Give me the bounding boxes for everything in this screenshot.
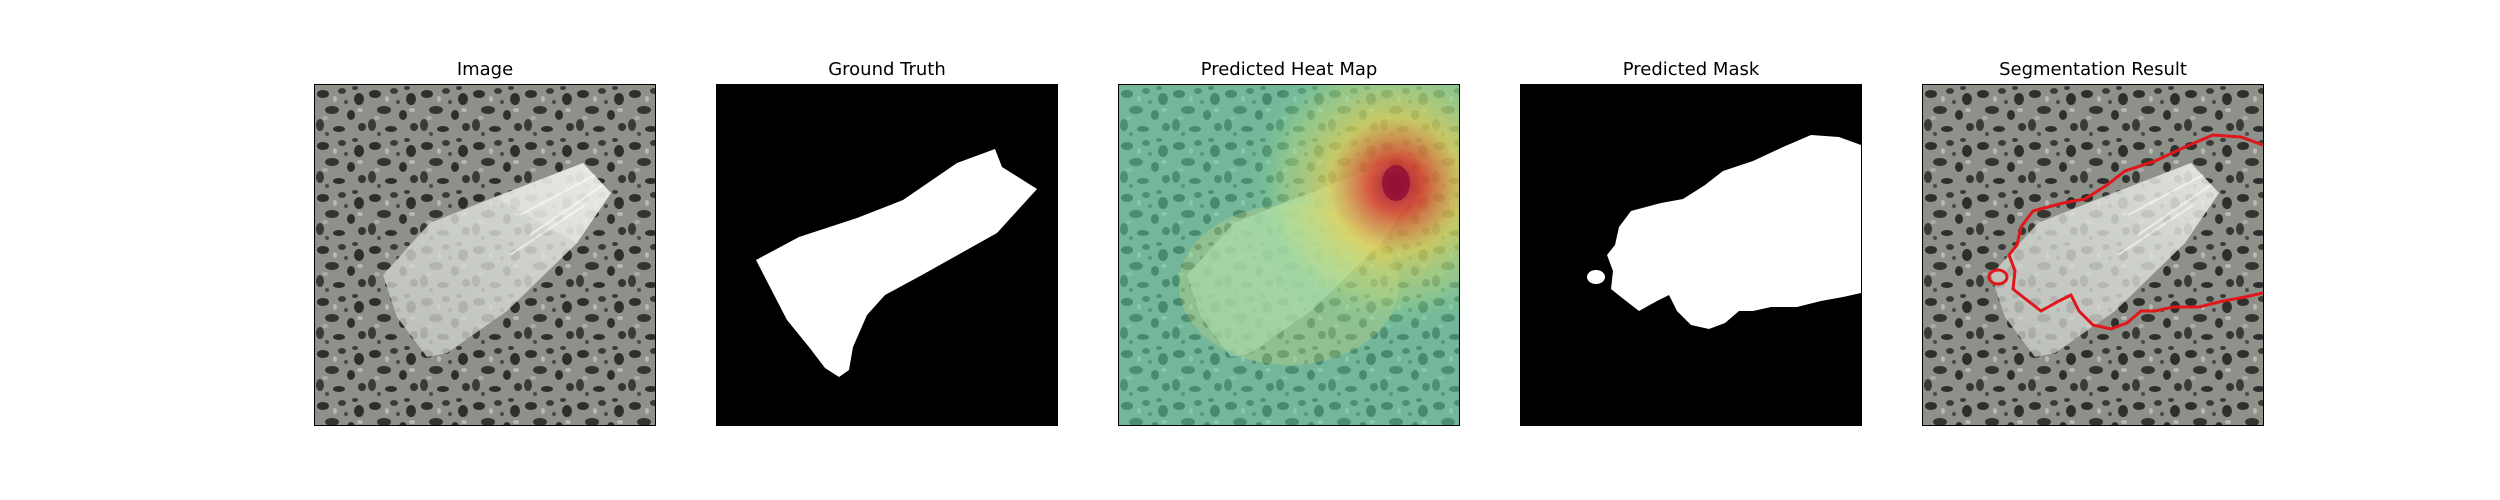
panel-title: Segmentation Result [1999, 59, 2187, 80]
panel-title: Ground Truth [828, 59, 946, 80]
panel-predicted-heat-map: Predicted Heat Map [1118, 0, 1460, 500]
panel-title: Image [456, 59, 514, 80]
panel-image: Image [314, 0, 656, 500]
predicted-mask-blob [1587, 270, 1605, 284]
glass-shard [383, 163, 611, 357]
heat-map [1118, 84, 1460, 426]
granite-photo [315, 85, 655, 425]
input-image [314, 84, 656, 426]
segmentation-contour-blob [1987, 268, 2009, 286]
predicted-mask [1520, 84, 1862, 426]
ground-truth-svg [717, 85, 1057, 425]
predicted-mask-svg [1521, 85, 1861, 425]
segmentation-result [1922, 84, 2264, 426]
heat-peak [1382, 165, 1410, 201]
ground-truth-mask [716, 84, 1058, 426]
heat-map-svg [1119, 85, 1459, 425]
predicted-mask-region [1607, 135, 1861, 329]
segmentation-contour [2007, 133, 2263, 331]
panel-ground-truth: Ground Truth [716, 0, 1058, 500]
panel-segmentation-result: Segmentation Result [1922, 0, 2264, 500]
panel-title: Predicted Heat Map [1200, 59, 1378, 80]
panel-title: Predicted Mask [1622, 59, 1760, 80]
panel-predicted-mask: Predicted Mask [1520, 0, 1862, 500]
ground-truth-region [756, 149, 1037, 377]
segmentation-result-svg [1923, 85, 2263, 425]
